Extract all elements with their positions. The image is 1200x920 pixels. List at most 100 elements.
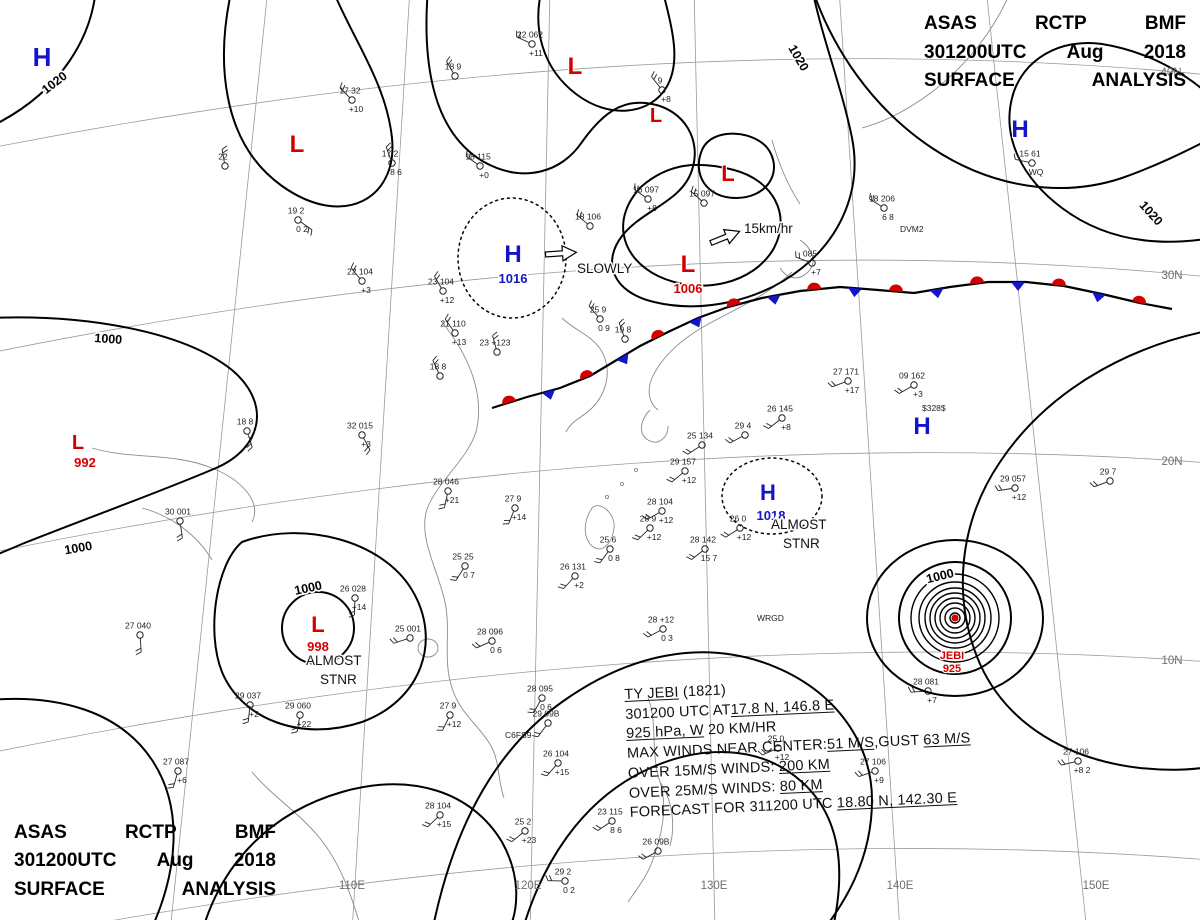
latitude-line: [0, 259, 1200, 352]
station-plot: 25 0 +12: [757, 734, 789, 762]
stationary-front-layer: [491, 276, 1173, 410]
station-plot: 29 157 +12: [666, 457, 696, 485]
warm-front-semicircle-icon: [807, 282, 822, 291]
svg-text:28 9: 28 9: [640, 514, 657, 524]
typhoon-isobar-ring: [944, 607, 966, 629]
isobar-southwest: [0, 697, 175, 920]
high-pressure-symbol: H 1016: [497, 240, 529, 288]
station-code-label: C6FS9: [505, 730, 532, 740]
isobar-value-label: 1020: [39, 69, 70, 97]
grid-label: 120E: [515, 880, 542, 892]
svg-text:+11: +11: [529, 48, 543, 58]
station-plot: 19 2 0 2: [288, 206, 313, 236]
warm-front-semicircle-icon: [970, 276, 985, 285]
svg-text:0 2: 0 2: [296, 224, 308, 234]
title-line-1: ASAS RCTP BMF: [924, 13, 1186, 34]
svg-text:+23: +23: [522, 835, 537, 845]
longitude-line: [986, 0, 1087, 920]
title-line-3: SURFACE ANALYSIS: [14, 878, 276, 900]
station-plot: 18 106: [575, 209, 601, 230]
svg-text:18 8: 18 8: [430, 362, 447, 372]
station-plot: 28 104 +15: [422, 801, 451, 829]
warm-front-semicircle-icon: [726, 298, 741, 308]
grid-label: 110E: [339, 880, 365, 892]
svg-text:26 09B: 26 09B: [643, 837, 670, 847]
station-plot: 27 171 +17: [827, 367, 859, 395]
station-plot: 27 9 +12: [436, 701, 461, 731]
movement-arrow-icon: [709, 228, 741, 247]
grid-label: 140E: [887, 880, 914, 892]
svg-text:H: H: [913, 413, 930, 440]
svg-text:15 61: 15 61: [1019, 149, 1041, 159]
svg-text:29 4: 29 4: [735, 421, 752, 431]
svg-text:18 206: 18 206: [869, 194, 895, 204]
station-plot: 25 2 +23: [506, 817, 537, 845]
isobar-value-label: 1020: [785, 42, 811, 73]
station-plot: 27 9 +14: [502, 494, 526, 525]
warm-front-semicircle-icon: [580, 370, 594, 380]
svg-text:0 6: 0 6: [540, 702, 552, 712]
station-plot: 28 142 15 7: [686, 535, 718, 563]
svg-text:+13: +13: [452, 337, 467, 347]
typhoon-name-label: JEBI: [940, 650, 964, 662]
front-line: [491, 280, 1173, 410]
svg-text:+8: +8: [781, 422, 791, 432]
cold-front-triangle-icon: [1092, 291, 1106, 303]
station-plot: 26 0 +12: [720, 514, 751, 542]
pressure-value-label: 998: [307, 639, 329, 654]
svg-text:25 9: 25 9: [590, 305, 607, 315]
station-plot: 29 7: [1089, 467, 1117, 488]
cold-front-triangle-icon: [689, 316, 702, 328]
svg-text:27 9: 27 9: [440, 701, 457, 711]
svg-text:8 6: 8 6: [610, 825, 622, 835]
station-plot: 18 115 +0: [465, 150, 491, 180]
station-plot: 18 9: [445, 56, 462, 80]
svg-text:+8 2: +8 2: [1074, 765, 1091, 775]
coast-korea: [561, 317, 608, 433]
typhoon-isobar-ring: [934, 597, 976, 639]
title-line-2: 301200UTC Aug 2018: [924, 41, 1186, 63]
svg-text:WQ: WQ: [1029, 167, 1044, 177]
station-plot: 25 25 0 7: [449, 552, 475, 581]
cold-front-triangle-icon: [848, 287, 863, 298]
station-plot: 22 104 +3: [347, 262, 373, 295]
svg-text:28 046: 28 046: [433, 477, 459, 487]
isobar-1020-topleft: [0, 0, 96, 123]
cold-front-triangle-icon: [766, 294, 781, 305]
movement-annotation: ALMOST: [771, 517, 827, 532]
longitude-line: [839, 0, 900, 920]
svg-text:25 6: 25 6: [600, 535, 617, 545]
svg-text:0 8: 0 8: [608, 553, 620, 563]
svg-text:28 +12: 28 +12: [648, 615, 675, 625]
station-plot: 26 09B: [638, 837, 670, 860]
svg-text:18 8: 18 8: [237, 417, 254, 427]
cold-front-triangle-icon: [1011, 282, 1026, 291]
coast-vietnam: [251, 771, 360, 920]
coast-hainan: [417, 638, 439, 658]
grid-label: 150E: [1083, 880, 1110, 892]
station-plot: 16 097 +8: [633, 183, 659, 213]
movement-annotation: STNR: [320, 672, 357, 687]
typhoon-isobar-ring: [898, 561, 1012, 675]
high-pressure-symbol: H: [1010, 115, 1029, 144]
svg-text:25 134: 25 134: [687, 431, 713, 441]
pressure-value-label: 1006: [674, 281, 703, 296]
station-plot: 29 037 +2: [235, 691, 261, 725]
svg-text:+22: +22: [297, 719, 312, 729]
svg-text:25 001: 25 001: [395, 624, 421, 634]
movement-annotation: STNR: [783, 536, 820, 551]
coast-kyushu: [641, 409, 669, 443]
station-plot: 17 2 8 6: [382, 142, 402, 177]
svg-text:29 09B: 29 09B: [533, 709, 560, 719]
latitude-line: [0, 452, 1200, 552]
svg-text:0 6: 0 6: [490, 645, 502, 655]
typhoon-center-icon: [951, 614, 959, 622]
station-code-label: DVM2: [900, 224, 924, 234]
svg-text:H: H: [33, 42, 52, 72]
svg-text:L: L: [650, 105, 662, 127]
coast-luzon: [627, 697, 665, 903]
svg-text:27 9: 27 9: [505, 494, 522, 504]
station-plot: 22: [218, 145, 229, 170]
latitude-line: [113, 848, 1200, 920]
